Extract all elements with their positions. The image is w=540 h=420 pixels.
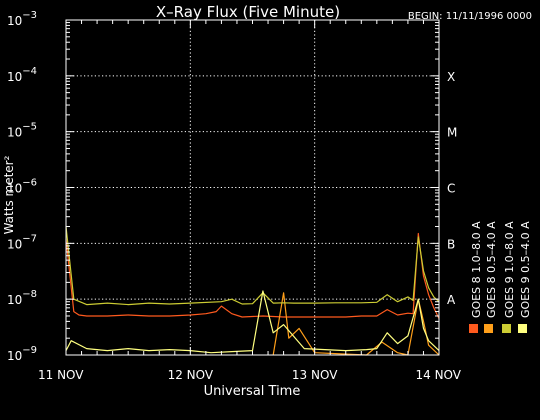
legend-label: GOES 8 1.0–8.0 A — [470, 221, 483, 318]
y-tick-label: 10−3 — [7, 10, 37, 28]
series-line — [65, 226, 440, 306]
y-tick-label: 10−9 — [7, 345, 37, 363]
y-tick-base: 10 — [7, 126, 22, 140]
x-tick-label: 12 NOV — [168, 368, 214, 382]
flare-class-labels: A B C M X — [447, 70, 457, 307]
grid-lines — [66, 20, 439, 355]
y-tick-exponent: −4 — [22, 66, 37, 77]
flare-class-label: X — [447, 70, 455, 84]
y-tick-label: 10−6 — [7, 178, 37, 196]
y-tick-base: 10 — [7, 237, 22, 251]
legend-swatch — [469, 324, 478, 333]
series-layer — [65, 226, 440, 356]
legend-label: GOES 9 0.5–4.0 A — [519, 221, 532, 318]
x-tick-label: 14 NOV — [415, 368, 461, 382]
legend: GOES 8 1.0–8.0 A GOES 8 0.5–4.0 A GOES 9 1… — [469, 221, 532, 333]
flare-class-label: B — [447, 237, 455, 251]
legend-label: GOES 9 1.0–8.0 A — [503, 221, 516, 318]
y-tick-base: 10 — [7, 70, 22, 84]
legend-label: GOES 8 0.5–4.0 A — [485, 221, 498, 318]
y-tick-base: 10 — [7, 293, 22, 307]
y-tick-label: 10−5 — [7, 122, 37, 140]
flare-class-label: C — [447, 182, 455, 196]
series-line — [65, 290, 440, 354]
y-tick-exponent: −9 — [22, 345, 37, 356]
y-tick-base: 10 — [7, 14, 22, 28]
begin-label: BEGIN: 11/11/1996 0000 — [408, 11, 532, 22]
series-line — [65, 232, 440, 319]
y-tick-label: 10−7 — [7, 233, 37, 251]
legend-swatch — [484, 324, 493, 333]
y-tick-label: 10−4 — [7, 66, 37, 84]
y-axis-label: Watts meter² — [2, 155, 16, 234]
legend-swatch — [502, 324, 511, 333]
y-tick-labels: 10−910−810−710−610−510−410−3 — [7, 10, 37, 363]
y-tick-exponent: −6 — [22, 178, 37, 189]
y-tick-base: 10 — [7, 349, 22, 363]
flare-class-label: A — [447, 293, 456, 307]
x-tick-label: 13 NOV — [292, 368, 338, 382]
y-tick-exponent: −7 — [22, 233, 37, 244]
series-line — [272, 292, 440, 356]
y-tick-label: 10−8 — [7, 289, 37, 307]
x-axis-label: Universal Time — [204, 384, 301, 399]
y-tick-exponent: −5 — [22, 122, 37, 133]
y-tick-base: 10 — [7, 182, 22, 196]
legend-swatch — [518, 324, 527, 333]
y-tick-exponent: −8 — [22, 289, 37, 300]
axis-ticks — [65, 19, 440, 356]
flare-class-label: M — [447, 126, 457, 140]
chart-title: X–Ray Flux (Five Minute) — [156, 3, 340, 21]
x-tick-label: 11 NOV — [38, 368, 84, 382]
x-tick-labels: 11 NOV 12 NOV 13 NOV 14 NOV — [38, 368, 462, 382]
y-tick-exponent: −3 — [22, 10, 37, 21]
